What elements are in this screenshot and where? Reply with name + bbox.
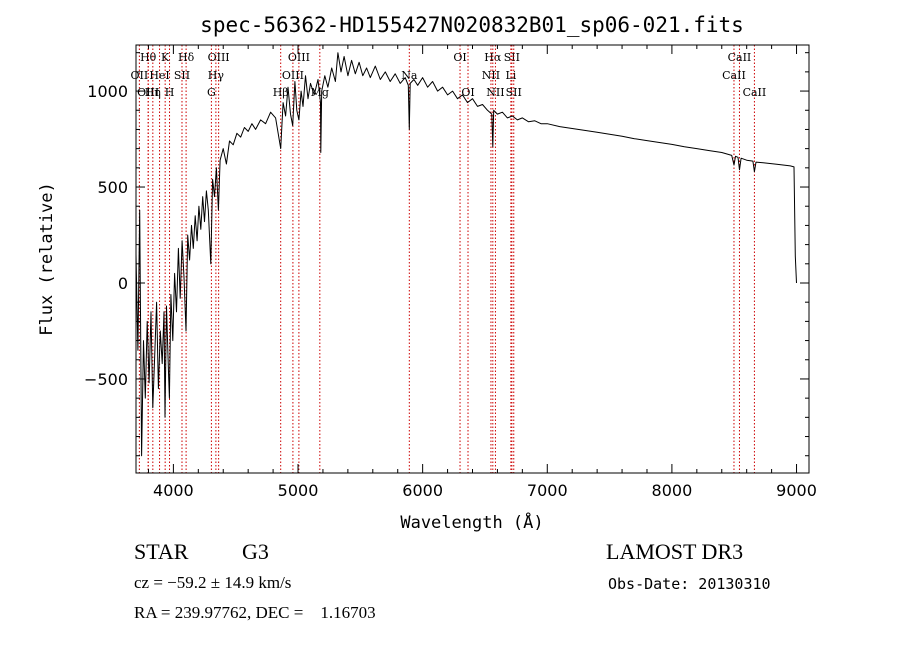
line-marker-label: SII xyxy=(506,86,522,99)
x-tick-label: 4000 xyxy=(153,481,194,500)
y-tick-label: 1000 xyxy=(87,82,128,101)
plot-frame xyxy=(135,44,810,474)
y-tick-label: −500 xyxy=(84,370,128,389)
y-tick-label: 0 xyxy=(118,274,128,293)
line-marker-label: Li xyxy=(505,69,516,82)
redshift-cz: cz = −59.2 ± 14.9 km/s xyxy=(134,573,292,592)
survey-name: LAMOST DR3 xyxy=(606,539,744,564)
line-marker-label: OI xyxy=(453,51,466,64)
line-marker-label: CaII xyxy=(743,86,767,99)
line-marker-label: Hθ xyxy=(140,51,157,64)
line-marker-label: H xyxy=(165,86,175,99)
line-marker-label: HeI xyxy=(149,69,169,82)
line-marker-label: K xyxy=(161,51,170,64)
x-tick-label: 6000 xyxy=(402,481,443,500)
line-marker-label: G xyxy=(207,86,216,99)
ra-dec-coordinates: RA = 239.97762, DEC = 1.16703 xyxy=(134,603,376,622)
x-tick-label: 7000 xyxy=(527,481,568,500)
y-tick-label: 500 xyxy=(97,178,128,197)
line-marker-label: SII xyxy=(504,51,520,64)
line-marker-label: Hη xyxy=(145,86,161,99)
line-marker-label: Hβ xyxy=(273,86,289,99)
spectrum-chart: spec-56362-HD155427N020832B01_sp06-021.f… xyxy=(37,13,817,533)
object-subclass: G3 xyxy=(242,539,269,564)
line-marker-label: Hγ xyxy=(208,69,225,82)
x-axis-label: Wavelength (Å) xyxy=(400,511,543,533)
line-marker-label: SII xyxy=(174,69,190,82)
y-axis-ticks: −500 0 500 1000 xyxy=(84,52,809,457)
line-marker-label: NII xyxy=(486,86,504,99)
line-marker-label: OII xyxy=(131,69,149,82)
line-marker-label: OI xyxy=(461,86,474,99)
line-marker-label: OIII xyxy=(288,51,310,64)
spectrum-series xyxy=(135,52,797,457)
line-marker-label: Hδ xyxy=(178,51,195,64)
series-line xyxy=(135,52,797,457)
line-marker-label: CaII xyxy=(722,69,746,82)
x-tick-label: 5000 xyxy=(278,481,319,500)
line-marker-label: NII xyxy=(482,69,500,82)
line-marker-label: OIII xyxy=(282,69,304,82)
line-marker-label: CaII xyxy=(728,51,752,64)
x-tick-label: 8000 xyxy=(652,481,693,500)
line-marker-label: OIII xyxy=(208,51,230,64)
y-axis-label: Flux (relative) xyxy=(37,182,57,336)
line-marker-label: Hα xyxy=(484,51,502,64)
chart-title: spec-56362-HD155427N020832B01_sp06-021.f… xyxy=(200,13,744,37)
x-axis-ticks: 4000 5000 6000 7000 8000 9000 xyxy=(147,45,817,500)
observation-date: Obs-Date: 20130310 xyxy=(608,575,771,593)
object-class: STAR xyxy=(134,539,189,564)
line-marker-label: OIII xyxy=(137,86,159,99)
x-tick-label: 9000 xyxy=(776,481,817,500)
